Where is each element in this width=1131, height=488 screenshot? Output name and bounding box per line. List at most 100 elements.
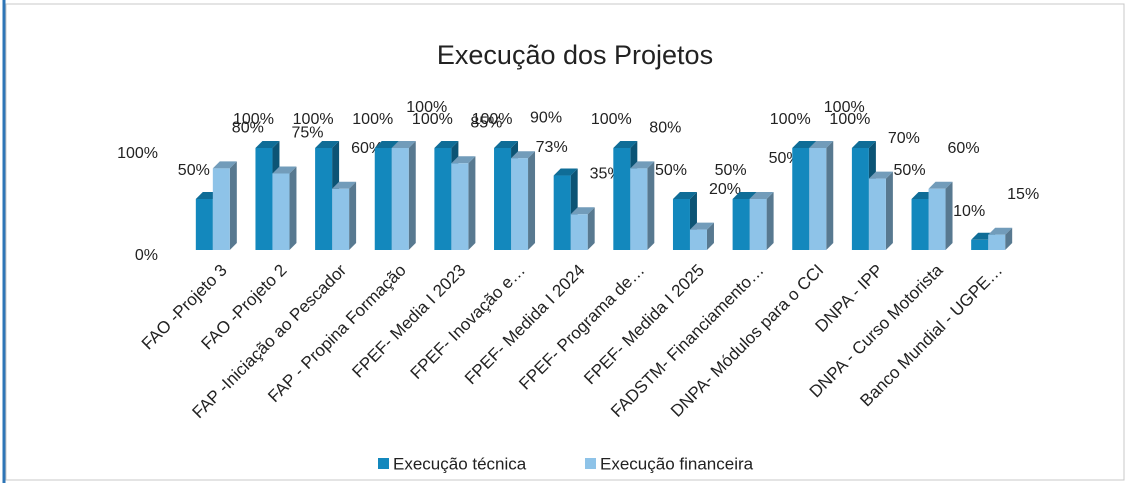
bar-top [494, 141, 519, 148]
y-tick-label: 100% [117, 145, 158, 162]
bar-top [332, 181, 357, 189]
bar [511, 151, 536, 250]
data-label: 75% [291, 125, 323, 142]
bar-front [391, 148, 409, 250]
bar-side [826, 141, 834, 250]
bar-top [613, 141, 638, 148]
bar-side [706, 222, 714, 250]
data-label: 50% [178, 162, 210, 179]
bar-top [672, 192, 697, 199]
bar-front [570, 214, 588, 250]
bar-front [971, 239, 989, 250]
bar-front [792, 148, 810, 250]
data-label: 50% [894, 162, 926, 179]
bar-front [911, 199, 929, 250]
bar [332, 181, 357, 250]
bar-side [408, 141, 416, 250]
bar-top [255, 141, 280, 148]
bar-front [451, 163, 469, 250]
data-label: 100% [770, 111, 811, 128]
bar-top [749, 192, 774, 199]
data-label: 100% [472, 111, 513, 128]
bar-top [630, 161, 655, 169]
bar [553, 168, 578, 250]
bar [570, 207, 595, 250]
data-label: 70% [888, 130, 920, 147]
data-label: 100% [233, 111, 274, 128]
data-label: 100% [412, 111, 453, 128]
bar-front [732, 199, 750, 250]
bar-front [195, 199, 213, 250]
bar-front [434, 148, 452, 250]
bar-side [528, 151, 536, 250]
bar-side [349, 181, 357, 250]
bar-top [570, 207, 595, 215]
legend-swatch [585, 458, 596, 469]
bar-front [749, 199, 767, 250]
bar-top [434, 141, 459, 148]
bar-front [988, 234, 1006, 250]
bar-front [630, 168, 648, 250]
bar-side [468, 156, 476, 250]
bar-front [212, 168, 230, 250]
bar-front [928, 188, 946, 250]
data-label: 60% [948, 140, 980, 157]
bar-top [988, 227, 1013, 235]
data-label: 15% [1007, 186, 1039, 203]
bar-side [229, 161, 237, 250]
data-label: 100% [352, 111, 393, 128]
data-label: 100% [293, 111, 334, 128]
bar-top [553, 168, 578, 176]
bar-top [732, 192, 757, 199]
bar-front [272, 173, 290, 250]
bar [928, 181, 953, 250]
bar-front [868, 178, 886, 250]
y-tick-label: 0% [135, 247, 158, 264]
bar-side [1005, 227, 1013, 250]
bar-front [374, 148, 392, 250]
bar-front [511, 158, 529, 250]
bar-top [809, 141, 834, 148]
bar-top [792, 141, 817, 148]
legend-label: Execução financeira [600, 454, 754, 473]
bar-side [945, 181, 953, 250]
bar-side [587, 207, 595, 250]
bar [391, 141, 416, 250]
bar [809, 141, 834, 250]
bar-front [332, 188, 350, 250]
data-label: 100% [824, 99, 865, 116]
data-label: 10% [953, 203, 985, 220]
data-label: 100% [406, 99, 447, 116]
bar-top [928, 181, 953, 189]
bar-front [689, 229, 707, 250]
data-label: 80% [649, 120, 681, 137]
bar-top [851, 141, 876, 148]
bar-front [613, 148, 631, 250]
bar-side [289, 166, 297, 250]
bar-front [809, 148, 827, 250]
bar-front [851, 148, 869, 250]
data-label: 20% [709, 181, 741, 198]
bar-top [391, 141, 416, 148]
bar-top [212, 161, 237, 169]
data-label: 73% [536, 139, 568, 156]
bar-top [315, 141, 340, 148]
data-label: 90% [530, 109, 562, 126]
bar-side [647, 161, 655, 250]
bar-side [766, 192, 774, 250]
legend-label: Execução técnica [393, 454, 527, 473]
data-label: 100% [829, 111, 870, 128]
bar-front [553, 175, 571, 250]
bar-front [255, 148, 273, 250]
bar-front [494, 148, 512, 250]
data-label: 80% [232, 120, 264, 137]
bar-front [315, 148, 333, 250]
bar-top [868, 171, 893, 179]
chart-title: Execução dos Projetos [437, 40, 713, 70]
bar [749, 192, 774, 250]
data-label: 100% [591, 111, 632, 128]
bar-top [451, 156, 476, 164]
bar [988, 227, 1013, 250]
data-label: 50% [655, 162, 687, 179]
data-label: 50% [715, 162, 747, 179]
